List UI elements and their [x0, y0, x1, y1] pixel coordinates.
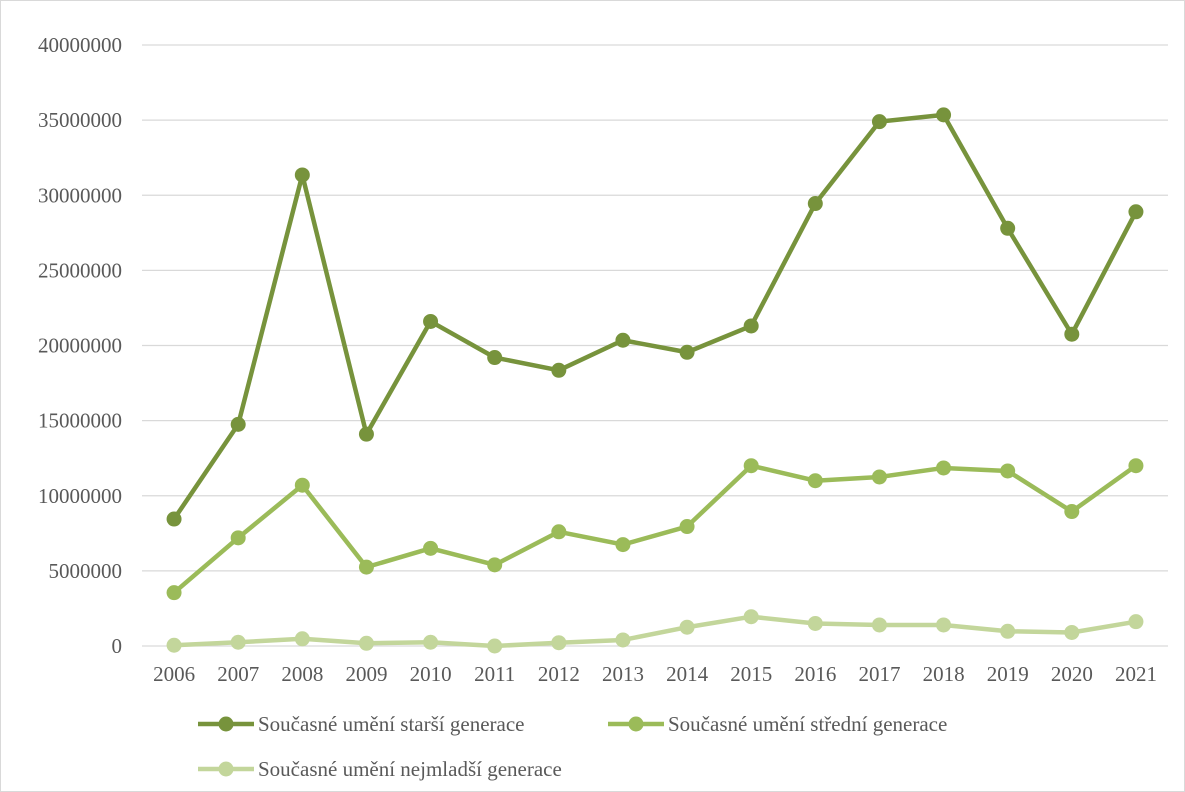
x-tick-label: 2017 — [858, 662, 900, 686]
data-point — [1064, 326, 1080, 342]
data-point — [551, 524, 567, 540]
y-axis-tick-labels: 0 5000000 10000000 15000000 20000000 25000000… — [38, 33, 122, 658]
series-lines — [166, 107, 1144, 654]
series-line — [171, 112, 1139, 522]
y-tick-label: 30000000 — [38, 183, 122, 207]
data-point — [551, 362, 567, 378]
x-axis-tick-labels: 2006 2007 2008 2009 2010 2011 2012 2013 2014 2015… — [153, 662, 1157, 686]
data-point — [807, 196, 823, 212]
x-tick-label: 2008 — [281, 662, 323, 686]
data-point — [807, 615, 823, 631]
legend-marker — [628, 716, 644, 732]
series-3 — [166, 609, 1144, 654]
legend: Současné umění starší generace Současné u… — [198, 712, 947, 781]
legend-label: Současné umění starší generace — [258, 712, 524, 736]
y-tick-label: 20000000 — [38, 334, 122, 358]
data-point — [551, 635, 567, 651]
data-point — [807, 473, 823, 489]
data-point — [423, 540, 439, 556]
y-tick-label: 5000000 — [49, 559, 123, 583]
data-point — [358, 559, 374, 575]
data-point — [166, 511, 182, 527]
data-point — [1064, 504, 1080, 520]
legend-marker — [218, 761, 234, 777]
data-point — [294, 477, 310, 493]
data-point — [871, 617, 887, 633]
x-tick-label: 2019 — [987, 662, 1029, 686]
data-point — [294, 167, 310, 183]
data-point — [423, 313, 439, 329]
data-point — [936, 617, 952, 633]
data-point — [743, 458, 759, 474]
data-point — [615, 632, 631, 648]
data-point — [230, 634, 246, 650]
data-point — [871, 114, 887, 130]
x-tick-label: 2016 — [794, 662, 836, 686]
legend-item: Současné umění nejmladší generace — [198, 757, 562, 781]
data-point — [615, 537, 631, 553]
x-tick-label: 2011 — [474, 662, 515, 686]
series-1 — [166, 107, 1144, 527]
data-point — [1000, 623, 1016, 639]
data-point — [230, 530, 246, 546]
data-point — [679, 344, 695, 360]
data-point — [230, 416, 246, 432]
data-point — [166, 585, 182, 601]
data-point — [615, 332, 631, 348]
y-tick-label: 0 — [112, 634, 123, 658]
x-tick-label: 2007 — [217, 662, 259, 686]
legend-label: Současné umění nejmladší generace — [258, 757, 562, 781]
y-tick-label: 10000000 — [38, 484, 122, 508]
x-tick-label: 2015 — [730, 662, 772, 686]
legend-marker — [218, 716, 234, 732]
x-tick-label: 2012 — [538, 662, 580, 686]
series-line — [171, 614, 1139, 649]
x-tick-label: 2009 — [345, 662, 387, 686]
y-tick-label: 35000000 — [38, 108, 122, 132]
data-point — [358, 426, 374, 442]
legend-item: Současné umění střední generace — [608, 712, 947, 736]
data-point — [294, 631, 310, 647]
series-2 — [166, 458, 1144, 601]
data-point — [1000, 220, 1016, 236]
data-point — [743, 609, 759, 625]
data-point — [487, 350, 503, 366]
x-tick-label: 2006 — [153, 662, 195, 686]
data-point — [679, 519, 695, 535]
data-point — [1128, 458, 1144, 474]
data-point — [423, 634, 439, 650]
y-tick-label: 40000000 — [38, 33, 122, 57]
legend-item: Současné umění starší generace — [198, 712, 524, 736]
data-point — [1128, 614, 1144, 630]
x-tick-label: 2018 — [923, 662, 965, 686]
x-tick-label: 2013 — [602, 662, 644, 686]
x-tick-label: 2014 — [666, 662, 709, 686]
data-point — [487, 557, 503, 573]
y-tick-label: 15000000 — [38, 409, 122, 433]
data-point — [1064, 624, 1080, 640]
y-tick-label: 25000000 — [38, 258, 122, 282]
x-tick-label: 2020 — [1051, 662, 1093, 686]
data-point — [936, 460, 952, 476]
data-point — [1000, 463, 1016, 479]
data-point — [166, 637, 182, 653]
x-tick-label: 2021 — [1115, 662, 1157, 686]
data-point — [936, 107, 952, 123]
data-point — [487, 638, 503, 654]
series-line — [171, 463, 1139, 595]
gridlines — [142, 44, 1168, 647]
data-point — [1128, 204, 1144, 220]
data-point — [679, 619, 695, 635]
x-tick-label: 2010 — [410, 662, 452, 686]
legend-label: Současné umění střední generace — [668, 712, 947, 736]
data-point — [871, 469, 887, 485]
data-point — [743, 318, 759, 334]
data-point — [358, 635, 374, 651]
